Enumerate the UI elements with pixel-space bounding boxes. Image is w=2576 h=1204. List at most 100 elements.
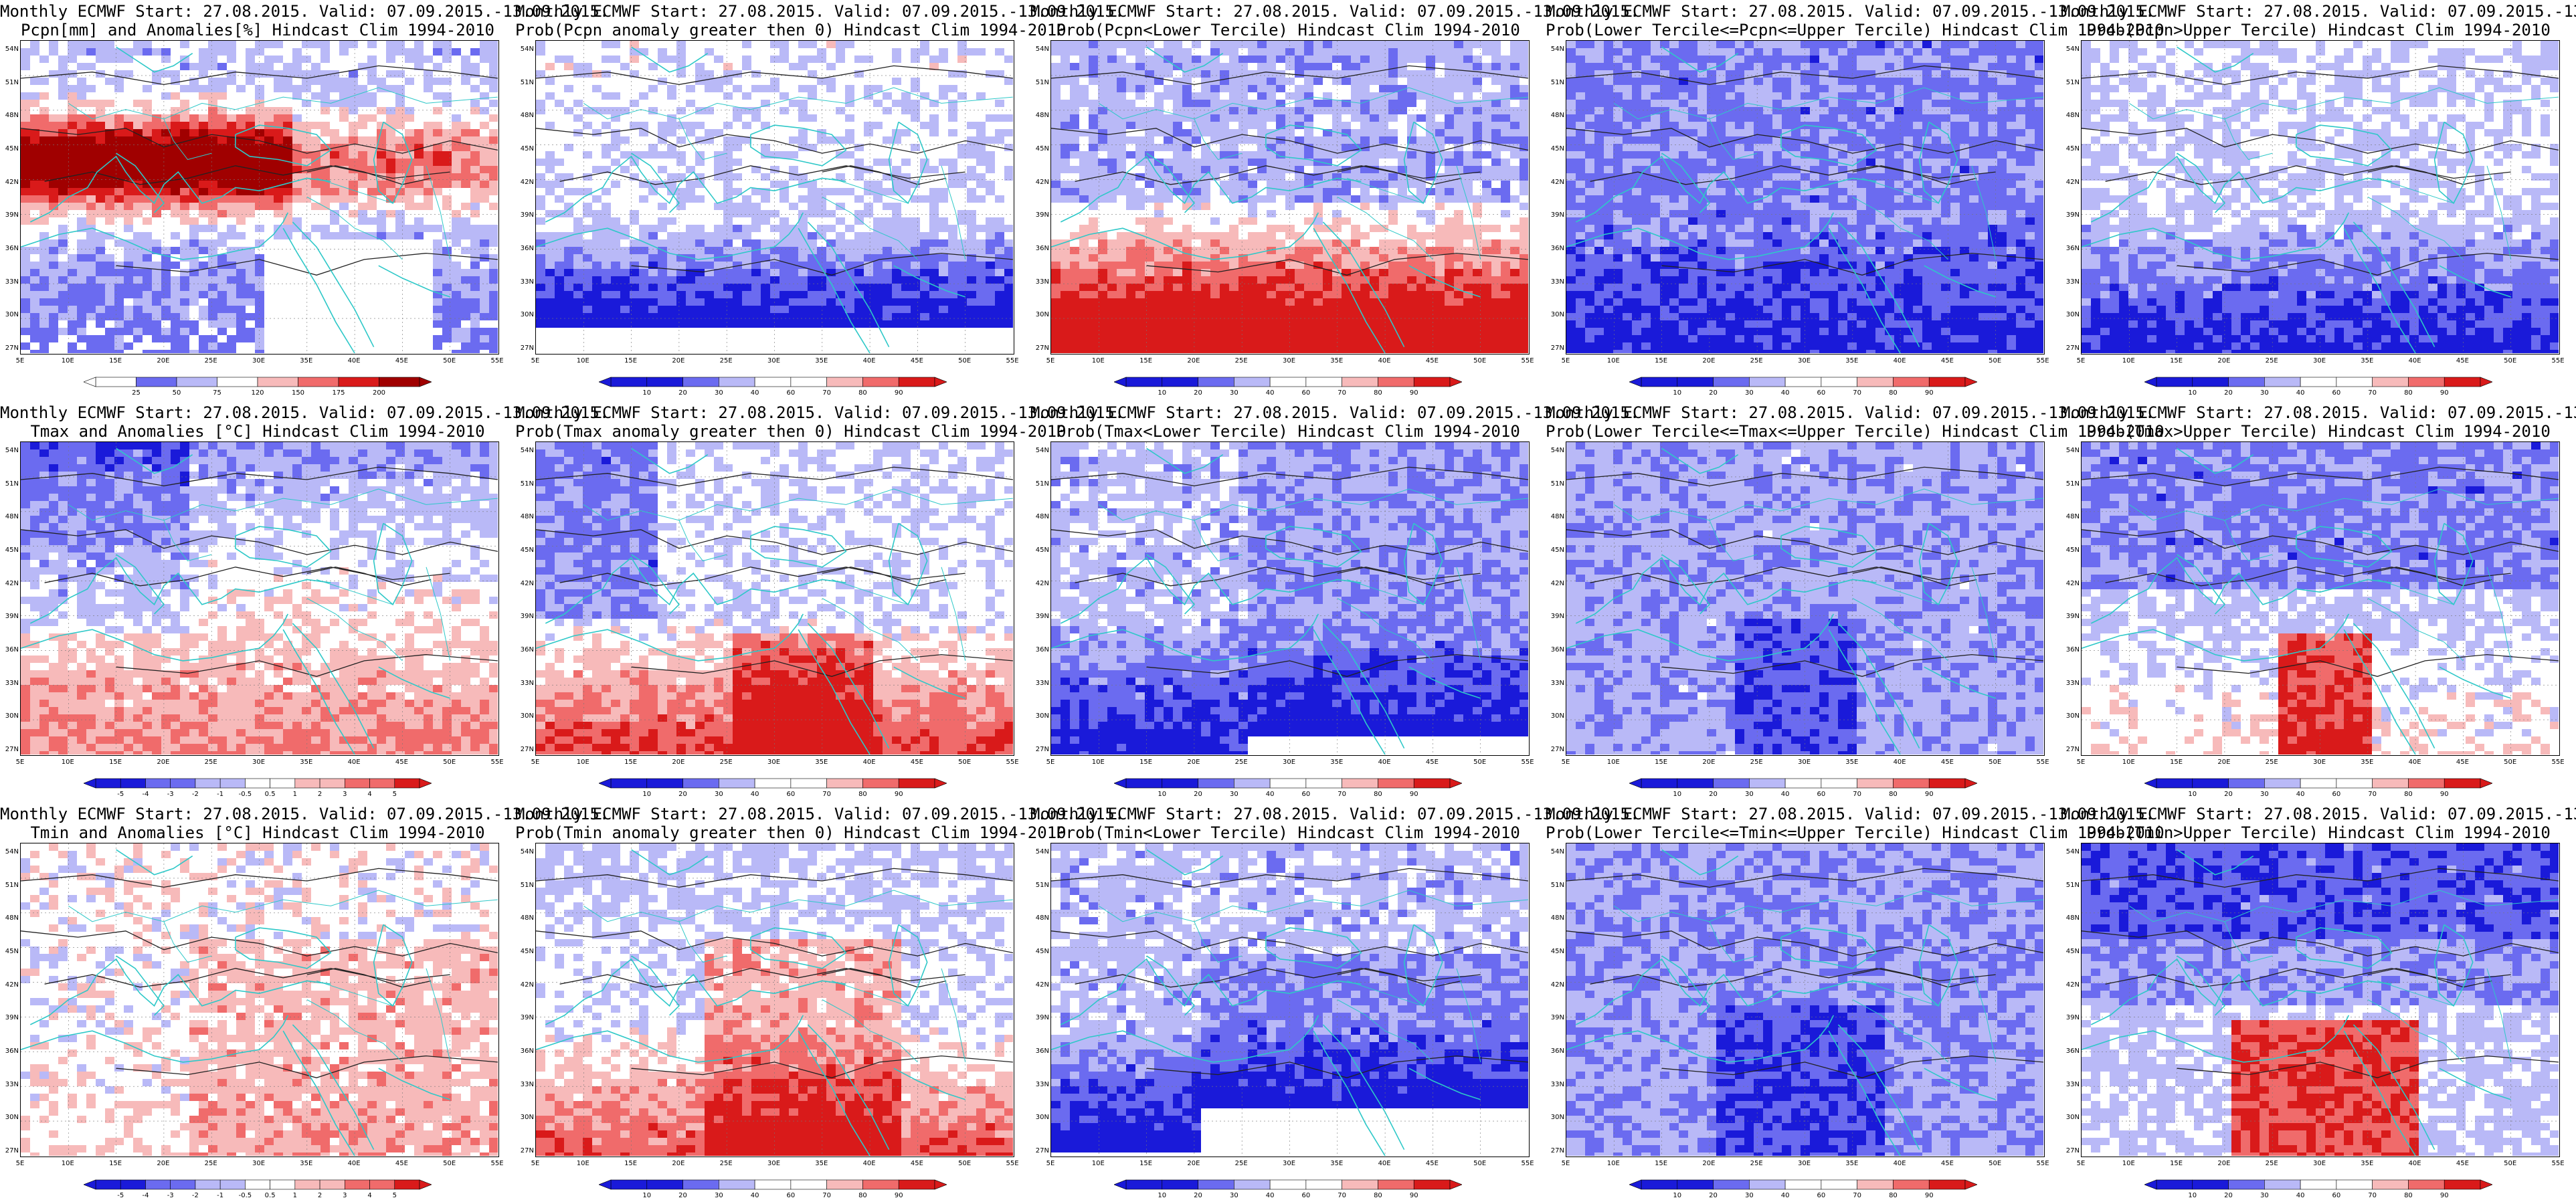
longitude-label: 10E [1607,357,1620,365]
latitude-label: 27N [1032,746,1049,753]
latitude-label: 54N [2062,447,2080,454]
colorbar [2144,777,2492,789]
longitude-label: 15E [624,357,637,365]
latitude-label: 51N [1,79,19,86]
latitude-label: 36N [517,646,534,654]
longitude-label: 25E [2266,759,2278,766]
latitude-label: 45N [1032,948,1049,955]
colorbar-tick-label: 70 [822,1192,831,1199]
panel-subtitle: Prob(Tmin<Lower Tercile) Hindcast Clim 1… [1030,824,1546,841]
longitude-label: 5E [531,1160,540,1167]
latitude-label: 33N [517,278,534,286]
colorbar-tick-label: 40 [1266,1192,1275,1199]
colorbar [1629,1179,1977,1191]
colorbar-tick-label: 0.5 [265,1192,276,1199]
longitude-label: 50E [2504,759,2516,766]
longitude-label: 15E [1139,759,1152,766]
latitude-label: 54N [1547,848,1564,856]
latitude-label: 39N [1032,613,1049,620]
map-field [536,41,1013,353]
longitude-label: 35E [1330,357,1343,365]
latitude-label: 36N [517,1047,534,1055]
map-panel-prob-pcpn-anomaly-gt0: Monthly ECMWF Start: 27.08.2015. Valid: … [515,0,1124,401]
colorbar-tick-label: 80 [858,389,867,397]
latitude-label: 36N [2062,646,2080,654]
colorbar-tick-label: 60 [2332,1192,2341,1199]
longitude-label: 55E [490,1160,503,1167]
longitude-label: 15E [624,1160,637,1167]
latitude-label: 36N [1,245,19,252]
longitude-label: 15E [2170,759,2183,766]
panel-header: Monthly ECMWF Start: 27.08.2015. Valid: … [0,805,609,823]
latitude-label: 48N [1547,112,1564,119]
latitude-label: 42N [1032,981,1049,989]
latitude-label: 54N [1,447,19,454]
latitude-label: 54N [1,848,19,856]
map-panel-pcpn-anomalies: Monthly ECMWF Start: 27.08.2015. Valid: … [0,0,609,401]
longitude-label: 25E [1750,357,1763,365]
longitude-label: 55E [2036,357,2049,365]
longitude-label: 40E [863,1160,876,1167]
colorbar-tick-label: 10 [642,1192,651,1199]
latitude-label: 42N [1032,580,1049,587]
colorbar-tick-label: 200 [373,389,385,397]
colorbar-tick-label: 75 [213,389,221,397]
longitude-label: 20E [157,357,169,365]
colorbar-tick-label: 5 [393,1192,397,1199]
latitude-label: 54N [1032,848,1049,856]
longitude-label: 10E [2122,759,2135,766]
latitude-label: 33N [1032,1081,1049,1088]
longitude-label: 10E [62,357,74,365]
map-panel-prob-tmin-middle-tercile: Monthly ECMWF Start: 27.08.2015. Valid: … [1546,803,2165,1204]
colorbar-tick-label: 30 [2260,791,2269,798]
colorbar-tick-label: 120 [251,389,264,397]
longitude-label: 50E [443,759,456,766]
colorbar-tick-label: 70 [2368,389,2377,397]
latitude-label: 48N [2062,513,2080,520]
colorbar-tick-label: 40 [2296,389,2305,397]
map-panel-prob-tmax-middle-tercile: Monthly ECMWF Start: 27.08.2015. Valid: … [1546,401,2165,803]
latitude-label: 45N [517,145,534,153]
latitude-label: 27N [1547,344,1564,352]
latitude-label: 48N [2062,914,2080,922]
colorbar-tick-label: 30 [2260,1192,2269,1199]
latitude-label: 39N [1,1014,19,1021]
map-field [21,41,498,353]
latitude-label: 48N [517,914,534,922]
latitude-label: 30N [1,712,19,720]
colorbar-tick-label: 10 [2188,1192,2197,1199]
colorbar-tick-label: 60 [787,791,796,798]
longitude-label: 55E [1006,759,1018,766]
longitude-label: 40E [2409,357,2421,365]
colorbar-tick-label: 30 [1230,1192,1238,1199]
longitude-label: 20E [672,1160,684,1167]
latitude-label: 36N [1032,646,1049,654]
latitude-label: 51N [1032,480,1049,488]
panel-header: Monthly ECMWF Start: 27.08.2015. Valid: … [0,404,609,421]
longitude-label: 5E [1562,1160,1570,1167]
latitude-label: 30N [517,311,534,318]
longitude-label: 5E [2077,1160,2086,1167]
colorbar-tick-label: 70 [2368,791,2377,798]
longitude-label: 10E [62,1160,74,1167]
latitude-label: 42N [2062,580,2080,587]
longitude-label: 25E [2266,1160,2278,1167]
longitude-label: 30E [1798,1160,1811,1167]
latitude-label: 33N [1547,1081,1564,1088]
longitude-label: 40E [1378,1160,1391,1167]
latitude-label: 54N [1032,447,1049,454]
longitude-label: 15E [109,357,122,365]
longitude-label: 20E [2217,357,2230,365]
map-panel-tmin-anomalies: Monthly ECMWF Start: 27.08.2015. Valid: … [0,803,609,1204]
colorbar-tick-label: 80 [2404,389,2413,397]
longitude-label: 55E [2036,759,2049,766]
latitude-label: 54N [1032,45,1049,53]
latitude-label: 30N [517,712,534,720]
map-field [1566,41,2043,353]
panel-header: Monthly ECMWF Start: 27.08.2015. Valid: … [1546,404,2154,421]
latitude-label: 33N [517,1081,534,1088]
colorbar-tick-label: 10 [1158,1192,1166,1199]
colorbar-tick-label: 40 [1781,791,1790,798]
latitude-label: 36N [2062,1047,2080,1055]
longitude-label: 45E [1941,759,1954,766]
